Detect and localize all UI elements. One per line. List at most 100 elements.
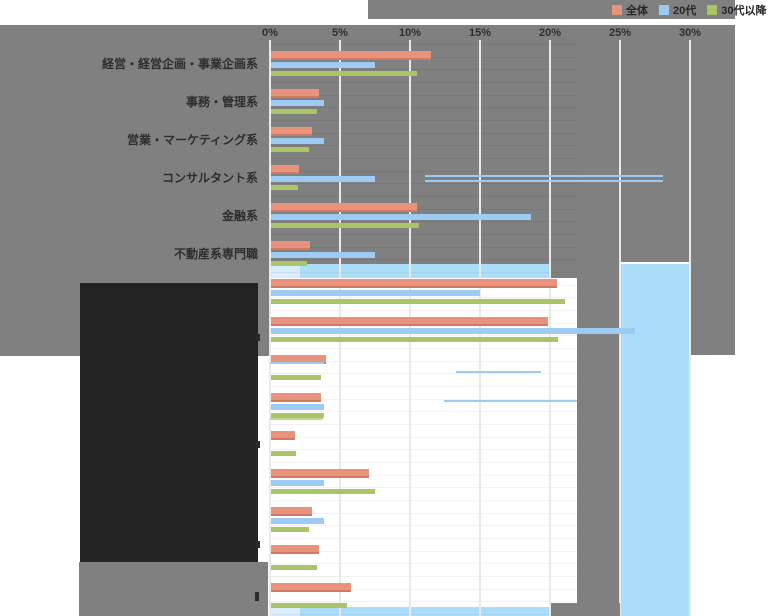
horizontal-gridline	[268, 500, 577, 501]
horizontal-gridline	[268, 170, 577, 172]
legend: 全体 20代 30代以降	[612, 2, 767, 18]
horizontal-gridline	[268, 398, 577, 400]
horizontal-gridline	[268, 588, 577, 590]
horizontal-gridline	[268, 601, 577, 603]
axis-tick-label: 20%	[538, 27, 562, 39]
bar-30s-plus	[271, 527, 309, 532]
label-fragment	[256, 441, 260, 448]
bar-overall	[271, 583, 351, 592]
legend-item: 20代	[659, 2, 696, 18]
artifact-line	[425, 175, 663, 177]
horizontal-gridline	[268, 386, 577, 387]
artifact-line	[270, 418, 323, 420]
bar-20s	[271, 62, 375, 68]
legend-item: 30代以降	[707, 2, 767, 18]
bar-overall	[271, 393, 322, 402]
bar-overall	[271, 469, 369, 478]
bar-30s-plus	[271, 71, 417, 76]
horizontal-gridline	[268, 94, 577, 96]
bar-30s-plus	[271, 451, 297, 456]
bar-overall	[271, 89, 319, 98]
redaction-gray-box-bottom	[79, 562, 268, 616]
horizontal-gridline	[268, 335, 577, 337]
horizontal-gridline	[268, 360, 577, 362]
highlight-band-top-pale	[271, 264, 300, 278]
horizontal-gridline	[268, 474, 577, 476]
bar-overall	[271, 317, 549, 326]
horizontal-gridline	[268, 348, 577, 349]
legend-item: 全体	[612, 2, 648, 18]
horizontal-gridline	[268, 272, 577, 273]
horizontal-gridline	[268, 614, 577, 615]
legend-swatch	[659, 5, 669, 15]
horizontal-gridline	[268, 183, 577, 185]
bar-30s-plus	[271, 147, 309, 152]
gray-panel-right	[620, 25, 690, 262]
axis-tick-label: 25%	[608, 27, 632, 39]
category-label: 営業・マーケティング系	[126, 133, 258, 147]
horizontal-gridline	[268, 550, 577, 552]
bar-30s-plus	[271, 489, 375, 494]
horizontal-gridline	[268, 411, 577, 413]
bar-20s	[271, 404, 325, 410]
bar-30s-plus	[271, 337, 558, 342]
bar-30s-plus	[271, 185, 298, 190]
horizontal-gridline	[268, 221, 577, 223]
horizontal-gridline	[268, 538, 577, 539]
horizontal-gridline	[268, 82, 577, 83]
horizontal-gridline	[268, 259, 577, 261]
gray-panel-far-right	[690, 25, 735, 355]
bar-20s	[271, 290, 480, 296]
horizontal-gridline	[268, 576, 577, 577]
bar-20s	[271, 252, 375, 258]
redaction-black-box	[80, 283, 258, 562]
category-label: 金融系	[221, 209, 258, 223]
bar-20s	[271, 328, 635, 334]
category-label: 事務・管理系	[185, 95, 258, 109]
axis-tick-label: 10%	[398, 27, 422, 39]
bar-overall	[271, 241, 311, 250]
category-label: コンサルタント系	[161, 171, 258, 185]
horizontal-gridline	[268, 462, 577, 463]
horizontal-gridline	[268, 310, 577, 311]
axis-tick-label: 15%	[468, 27, 492, 39]
axis-tick-label: 0%	[262, 27, 278, 39]
artifact-line	[444, 400, 577, 402]
horizontal-gridline	[268, 436, 577, 438]
gray-panel-top-band	[368, 0, 735, 19]
horizontal-gridline	[268, 132, 577, 134]
label-fragment	[256, 334, 260, 341]
bar-overall	[271, 203, 417, 212]
horizontal-gridline	[268, 373, 577, 375]
redaction-gray-patch	[551, 603, 620, 616]
bar-30s-plus	[271, 109, 318, 114]
legend-label: 20代	[673, 5, 697, 17]
horizontal-gridline	[268, 208, 577, 210]
horizontal-gridline	[268, 246, 577, 248]
bar-20s	[271, 518, 325, 524]
bar-20s	[271, 176, 375, 182]
horizontal-gridline	[268, 158, 577, 159]
bar-overall	[271, 279, 557, 288]
bar-20s	[271, 480, 325, 486]
bar-overall	[271, 431, 295, 440]
vertical-gridline	[269, 40, 271, 616]
bar-overall	[271, 545, 319, 554]
gray-panel-vertical-strip	[577, 25, 620, 616]
bar-overall	[271, 165, 299, 174]
legend-label: 全体	[626, 5, 648, 17]
horizontal-gridline	[268, 196, 577, 197]
horizontal-gridline	[268, 424, 577, 425]
axis-tick-label: 30%	[678, 27, 702, 39]
horizontal-gridline	[268, 145, 577, 147]
legend-swatch	[612, 5, 622, 15]
legend-label: 30代以降	[721, 5, 767, 17]
highlight-band-bottom	[300, 607, 620, 616]
bar-30s-plus	[271, 565, 318, 570]
horizontal-gridline	[268, 234, 577, 235]
bar-20s	[271, 214, 532, 220]
vertical-gridline	[689, 40, 691, 616]
bar-overall	[271, 51, 431, 60]
